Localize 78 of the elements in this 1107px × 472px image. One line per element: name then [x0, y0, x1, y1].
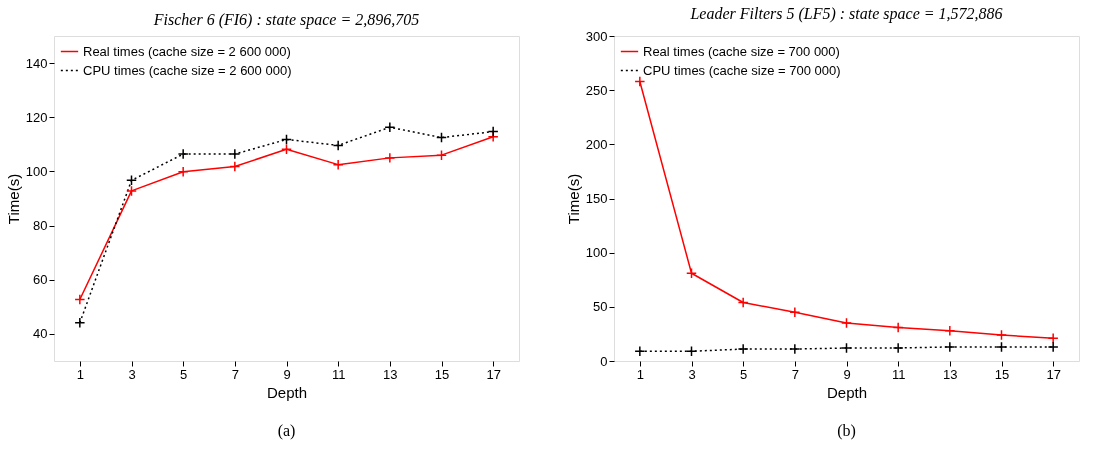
- point: [436, 132, 447, 144]
- x-tick-label: 13: [383, 366, 398, 382]
- point: [487, 126, 499, 138]
- point: [892, 321, 904, 333]
- point: [892, 342, 904, 354]
- point: [74, 317, 86, 329]
- point: [384, 152, 396, 164]
- point: [996, 329, 1007, 341]
- x-tick-label: 3: [688, 366, 696, 382]
- y-tick-label: 40: [33, 326, 48, 342]
- point: [944, 341, 956, 353]
- x-tick-label: 15: [994, 366, 1010, 382]
- point: [686, 267, 697, 279]
- text: (b): [837, 422, 856, 440]
- y-tick-label: 300: [585, 28, 608, 44]
- x-axis-title: Depth: [266, 383, 308, 401]
- x-tick-label: 17: [1046, 366, 1061, 382]
- y-tick-label: 100: [585, 245, 608, 261]
- legend-label: CPU times (cache size = 2 600 000): [83, 62, 292, 78]
- y-tick-label: 80: [33, 218, 48, 234]
- point: [281, 143, 292, 155]
- point: [177, 148, 189, 160]
- y-tick-label: 150: [585, 191, 608, 206]
- point: [177, 166, 189, 178]
- y-tick-label: 50: [593, 299, 608, 315]
- y-tick-label: 120: [25, 109, 48, 125]
- y-axis-title: Time(s): [4, 173, 22, 225]
- text: (a): [277, 422, 296, 440]
- point: [841, 342, 852, 354]
- point: [332, 139, 344, 151]
- chart-title: Leader Filters 5 (LF5) : state space = 1,572,886: [689, 5, 1003, 23]
- legend-label: Real times (cache size = 2 600 000): [83, 43, 291, 59]
- point: [332, 159, 344, 171]
- y-axis-title: Time(s): [564, 173, 582, 225]
- point: [944, 325, 956, 337]
- legend-label: Real times (cache size = 700 000): [643, 43, 840, 59]
- y-tick-label: 140: [25, 55, 48, 71]
- point: [996, 341, 1007, 353]
- x-tick-label: 5: [740, 366, 748, 382]
- x-tick-label: 9: [283, 366, 291, 382]
- y-tick-label: 60: [33, 272, 48, 288]
- point: [634, 76, 646, 87]
- point: [841, 317, 852, 329]
- point: [126, 174, 137, 186]
- point: [737, 343, 749, 355]
- point: [126, 185, 137, 197]
- point: [436, 149, 447, 161]
- x-tick-label: 11: [331, 366, 346, 382]
- point: [686, 345, 697, 357]
- x-axis-title: Depth: [826, 383, 868, 401]
- legend-label: CPU times (cache size = 700 000): [643, 62, 841, 78]
- point: [789, 343, 801, 355]
- point: [737, 297, 749, 308]
- x-tick-label: 13: [943, 366, 958, 382]
- point: [789, 306, 801, 318]
- point: [634, 345, 646, 357]
- x-tick-label: 7: [231, 366, 239, 382]
- point: [1047, 332, 1059, 344]
- x-tick-label: 17: [486, 366, 501, 382]
- y-tick-label: 200: [585, 136, 608, 152]
- point: [384, 121, 396, 133]
- x-tick-label: 1: [636, 366, 644, 382]
- y-tick-label: 0: [600, 353, 608, 369]
- point: [229, 161, 241, 173]
- point: [1047, 341, 1059, 353]
- x-tick-label: 7: [791, 366, 799, 382]
- chart-title: Fischer 6 (FI6) : state space = 2,896,705: [152, 11, 420, 29]
- x-tick-label: 11: [891, 366, 906, 382]
- x-tick-label: 9: [843, 366, 851, 382]
- y-tick-label: 250: [585, 82, 608, 98]
- x-tick-label: 5: [180, 366, 188, 382]
- point: [74, 294, 86, 306]
- point: [229, 148, 241, 160]
- x-tick-label: 3: [128, 366, 136, 382]
- point: [281, 133, 292, 145]
- x-tick-label: 1: [76, 366, 84, 382]
- x-tick-label: 15: [434, 366, 450, 382]
- y-tick-label: 100: [25, 163, 48, 179]
